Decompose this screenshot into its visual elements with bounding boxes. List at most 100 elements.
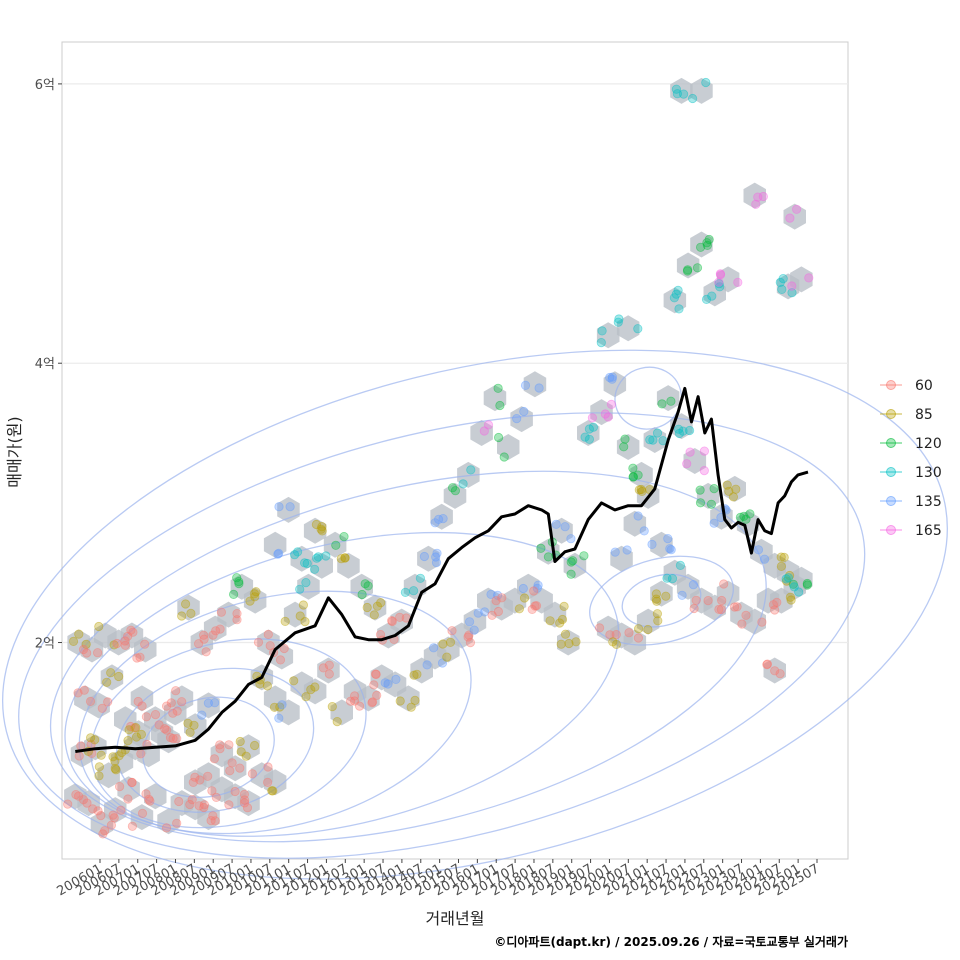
hexbin-cell xyxy=(743,182,766,209)
hexbin-cell xyxy=(283,601,307,628)
density-contour xyxy=(78,590,472,835)
data-point xyxy=(74,629,84,639)
data-point xyxy=(438,513,448,524)
data-point xyxy=(781,576,792,586)
data-point xyxy=(519,406,529,417)
data-point xyxy=(299,558,310,568)
data-point xyxy=(529,586,539,596)
data-point xyxy=(739,511,749,521)
hexbin-cell xyxy=(430,503,453,530)
data-point xyxy=(123,631,133,641)
data-point xyxy=(188,777,198,788)
hexbin-cell xyxy=(683,448,707,474)
y-tick-label: 2억 xyxy=(35,637,55,652)
data-point xyxy=(274,548,284,559)
data-point xyxy=(309,564,320,574)
data-point xyxy=(111,765,121,775)
data-point xyxy=(232,608,242,619)
data-point xyxy=(123,794,133,804)
data-point xyxy=(633,324,643,334)
hexbin-cell xyxy=(596,322,620,349)
data-point xyxy=(274,713,284,723)
data-point xyxy=(628,472,639,482)
data-point xyxy=(171,686,181,696)
hexbin-cell xyxy=(310,552,333,579)
data-point xyxy=(699,465,709,476)
data-point xyxy=(776,552,786,562)
data-point xyxy=(194,801,204,811)
data-point xyxy=(109,813,119,823)
data-point xyxy=(280,616,290,627)
hexbin-cell xyxy=(303,678,327,705)
data-point xyxy=(469,625,479,635)
data-point xyxy=(534,383,544,393)
data-point xyxy=(499,452,509,462)
data-point xyxy=(185,727,195,738)
data-point xyxy=(150,709,161,720)
data-point xyxy=(90,735,100,745)
data-point xyxy=(161,823,172,833)
data-point xyxy=(135,652,145,662)
data-point xyxy=(692,263,703,273)
data-point xyxy=(633,470,643,480)
data-point xyxy=(715,269,726,279)
data-point xyxy=(73,688,83,698)
data-point xyxy=(251,587,261,597)
data-point xyxy=(130,723,140,733)
data-point xyxy=(224,800,234,810)
hexbin-cell xyxy=(650,531,673,558)
data-point xyxy=(289,676,299,686)
data-point xyxy=(263,629,273,640)
data-point xyxy=(137,808,148,819)
data-point xyxy=(310,682,320,692)
data-point xyxy=(804,273,814,283)
data-point xyxy=(724,486,734,496)
data-point xyxy=(349,696,360,706)
data-point xyxy=(88,804,98,814)
data-point xyxy=(141,712,151,722)
hexbin-cell xyxy=(297,573,320,600)
data-point xyxy=(762,659,772,670)
data-point xyxy=(438,639,448,649)
data-point xyxy=(613,317,623,327)
data-point xyxy=(667,573,678,584)
data-point xyxy=(128,627,138,637)
data-point xyxy=(636,484,646,495)
data-point xyxy=(493,606,503,617)
data-point xyxy=(671,84,682,94)
hexbin-cell xyxy=(636,608,660,635)
data-point xyxy=(186,608,196,619)
data-point xyxy=(714,604,724,615)
y-tick-label: 4억 xyxy=(35,357,55,372)
data-point xyxy=(410,695,420,706)
hexbin-cell xyxy=(243,587,267,614)
data-point xyxy=(203,771,213,781)
hexbin-cell xyxy=(317,657,340,684)
data-point xyxy=(628,472,638,482)
data-point xyxy=(380,678,390,688)
data-point xyxy=(229,589,239,600)
data-point xyxy=(331,540,341,550)
data-point xyxy=(166,698,176,708)
hexbin-cell xyxy=(277,699,300,726)
data-point xyxy=(71,789,81,800)
hexbin-cell xyxy=(676,252,700,279)
hexbin-cell xyxy=(130,685,154,712)
data-point xyxy=(185,799,195,810)
data-point xyxy=(327,701,337,712)
data-point xyxy=(136,729,146,740)
data-point xyxy=(707,291,717,301)
data-point xyxy=(409,670,419,680)
data-point xyxy=(691,595,701,605)
data-point xyxy=(363,581,373,591)
hexbin-cell xyxy=(184,713,207,740)
data-point xyxy=(651,589,662,599)
data-point xyxy=(751,199,761,209)
data-point xyxy=(594,623,605,633)
density-contour xyxy=(142,696,275,799)
data-point xyxy=(556,639,566,649)
legend-label: 60 xyxy=(915,378,933,394)
data-point xyxy=(349,691,360,701)
data-point xyxy=(611,629,621,640)
